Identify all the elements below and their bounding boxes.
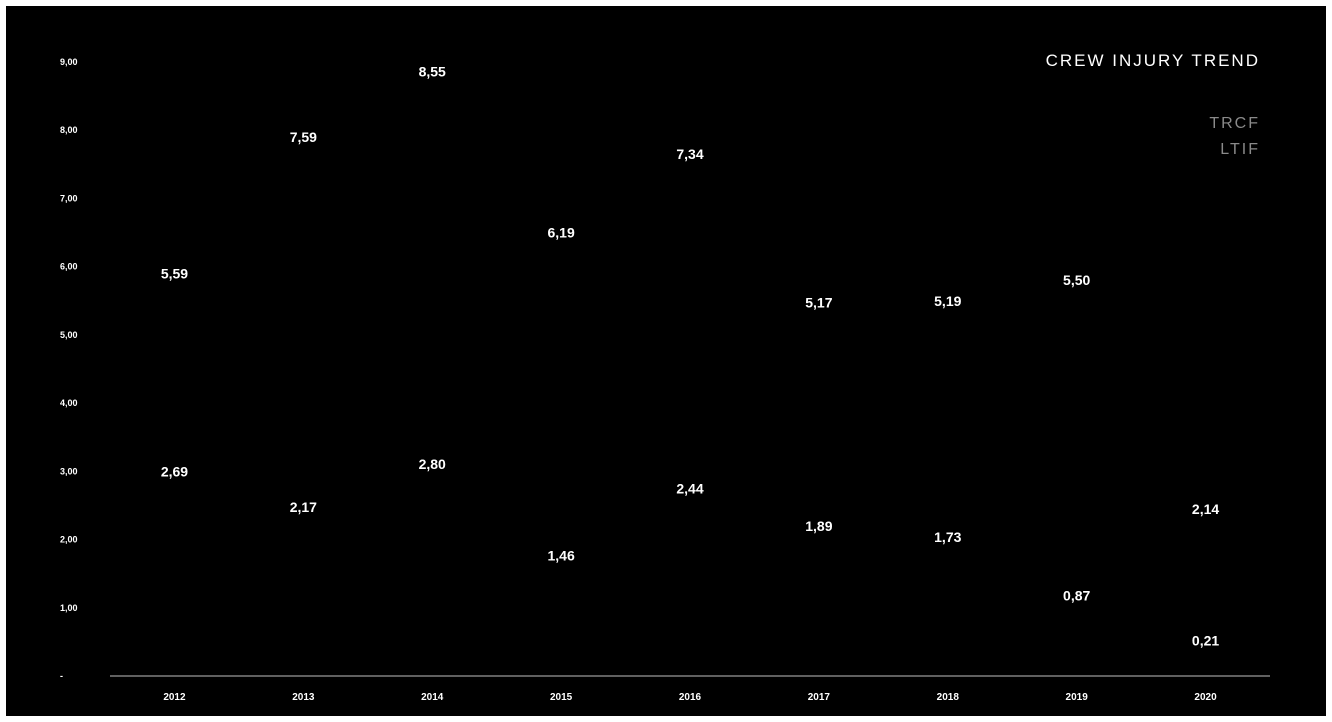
data-label-ltif: 0,87 (1063, 588, 1090, 604)
data-point-trcf (429, 89, 436, 96)
x-tick-label: 2019 (1066, 692, 1089, 703)
data-point-ltif (300, 524, 307, 531)
data-label-ltif: 2,80 (419, 456, 446, 472)
data-label-ltif: 1,73 (934, 529, 961, 545)
data-label-ltif: 1,46 (547, 547, 574, 563)
legend-item: LTIF (1220, 141, 1260, 158)
data-label-ltif: 2,69 (161, 463, 188, 479)
x-tick-label: 2013 (292, 692, 315, 703)
data-point-ltif (1202, 658, 1209, 665)
data-label-extra: 2,14 (1192, 501, 1219, 517)
x-tick-label: 2017 (808, 692, 831, 703)
legend: TRCF LTIF (1209, 115, 1260, 158)
crew-injury-chart: - 1,00 2,00 3,00 4,00 5,00 6,00 7,00 8,00 9,00 20… (60, 51, 1270, 703)
data-label-ltif: 2,44 (676, 481, 703, 497)
data-point-ltif (429, 481, 436, 488)
data-point-trcf (300, 155, 307, 162)
x-tick-label: 2014 (421, 692, 444, 703)
series-layer (171, 89, 1209, 665)
data-label-ltif: 2,17 (290, 499, 317, 515)
chart-panel: - 1,00 2,00 3,00 4,00 5,00 6,00 7,00 8,00 9,00 20… (6, 6, 1326, 716)
chart-title: CREW INJURY TREND (1046, 51, 1260, 70)
y-tick-label: - (60, 671, 63, 681)
data-point-trcf (815, 320, 822, 327)
x-tick-label: 2020 (1194, 692, 1217, 703)
data-point-ltif (815, 544, 822, 551)
x-tick-label: 2016 (679, 692, 702, 703)
data-point-trcf (1073, 297, 1080, 304)
data-point-ltif (1073, 613, 1080, 620)
data-point-trcf (558, 250, 565, 257)
data-label-ltif: 0,21 (1192, 633, 1219, 649)
y-tick-label: 5,00 (60, 330, 78, 340)
data-label-trcf: 6,19 (547, 225, 574, 241)
legend-item: TRCF (1209, 115, 1260, 132)
data-label-trcf: 5,19 (934, 293, 961, 309)
data-label-trcf: 5,17 (805, 294, 832, 310)
data-label-trcf: 8,55 (419, 64, 446, 80)
data-point-ltif (687, 506, 693, 513)
x-tick-label: 2015 (550, 692, 573, 703)
y-tick-label: 7,00 (60, 193, 78, 203)
data-label-trcf: 7,34 (676, 146, 703, 162)
y-tick-label: 6,00 (60, 262, 78, 272)
data-label-trcf: 7,59 (290, 129, 317, 145)
y-tick-label: 8,00 (60, 125, 78, 135)
y-tick-label: 2,00 (60, 535, 78, 545)
x-axis: 2012 2013 2014 2015 2016 2017 2018 2019 2020 (163, 692, 1217, 703)
data-point-trcf (944, 318, 951, 325)
y-axis: - 1,00 2,00 3,00 4,00 5,00 6,00 7,00 8,00 9,00 (60, 57, 78, 681)
data-point-ltif (944, 554, 951, 561)
y-tick-label: 3,00 (60, 466, 78, 476)
x-tick-label: 2012 (163, 692, 186, 703)
data-label-ltif: 1,89 (805, 518, 832, 534)
data-point-ltif (171, 489, 178, 496)
y-tick-label: 4,00 (60, 398, 78, 408)
data-labels: 5,59 7,59 8,55 6,19 7,34 5,17 5,19 5,50 2,69 2,17… (161, 64, 1220, 649)
data-point-trcf (171, 291, 178, 298)
data-point-trcf (687, 172, 693, 179)
data-label-trcf: 5,59 (161, 266, 188, 282)
x-tick-label: 2018 (937, 692, 960, 703)
y-tick-label: 9,00 (60, 57, 78, 67)
data-point-ltif (558, 573, 565, 580)
y-tick-label: 1,00 (60, 603, 78, 613)
series-line-trcf (173, 91, 1077, 325)
data-label-trcf: 5,50 (1063, 272, 1090, 288)
